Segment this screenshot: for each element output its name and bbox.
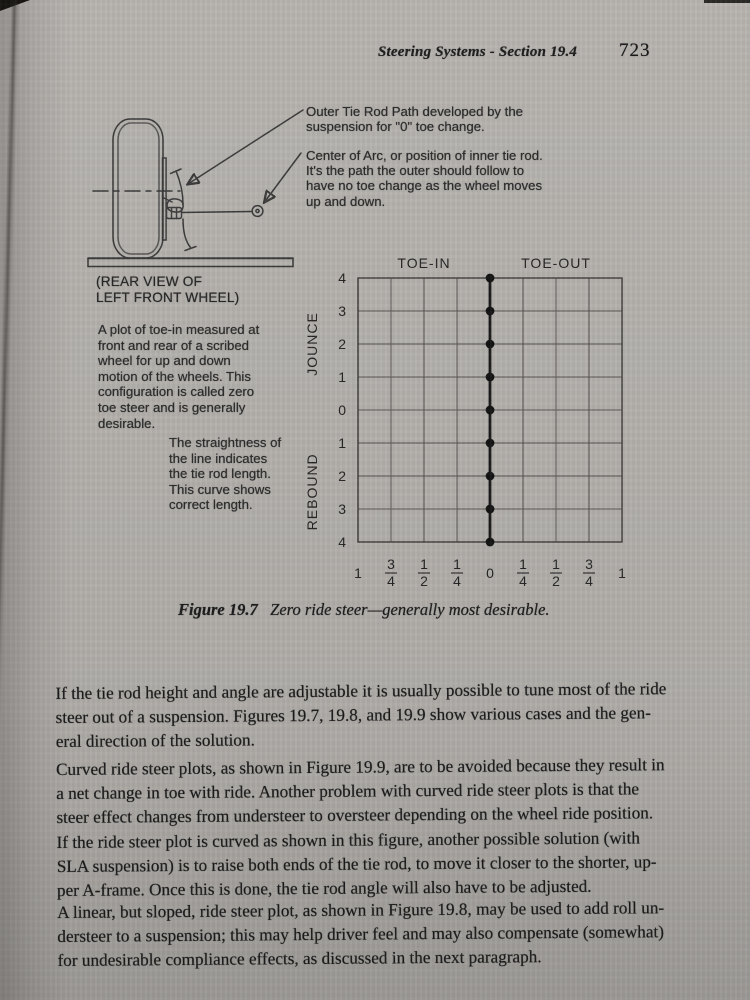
tie-rod	[180, 210, 253, 214]
page-number: 723	[619, 40, 651, 61]
paragraph-3: A linear, but sloped, ride steer plot, a…	[57, 898, 665, 971]
y-tick: 3	[338, 501, 346, 517]
arc-end-tick	[184, 245, 197, 252]
x-tick-num: 3	[387, 556, 395, 572]
callout-outer-tie-rod-path: Outer Tie Rod Path developed by the suspe…	[306, 104, 524, 135]
x-tick-num: 3	[585, 556, 593, 572]
y-tick: 3	[338, 303, 346, 319]
straightness-note: The straightness of the line indicates the…	[169, 435, 282, 513]
toe-out-label: TOE-OUT	[521, 255, 591, 271]
leader-arrow-outer-path	[188, 109, 304, 184]
jounce-axis-label: JOUNCE	[304, 312, 320, 376]
data-point	[485, 471, 495, 481]
y-tick: 0	[338, 402, 346, 418]
ground-hatching	[87, 257, 294, 268]
data-point	[485, 438, 495, 448]
rebound-axis-label: REBOUND	[304, 453, 320, 530]
x-tick: 1	[354, 565, 362, 581]
binding-crease	[0, 0, 20, 1000]
leader-arrow-center-arc	[265, 152, 302, 202]
tire-inner-line	[117, 122, 160, 255]
y-tick: 1	[338, 369, 346, 385]
figure-caption-text: Zero ride steer—generally most desirable…	[270, 600, 550, 619]
data-point	[485, 306, 495, 316]
figure-caption-label: Figure 19.7	[178, 600, 258, 619]
rear-view-label: (REAR VIEW OF LEFT FRONT WHEEL)	[96, 274, 240, 305]
data-point	[485, 372, 495, 382]
data-point	[485, 339, 495, 349]
x-tick-den: 4	[585, 573, 593, 589]
data-point	[485, 273, 495, 283]
x-tick-num: 1	[453, 556, 461, 572]
data-point	[485, 537, 495, 547]
tire-outline	[112, 118, 164, 259]
y-tick: 2	[338, 468, 346, 484]
wheel-diagram	[87, 109, 304, 268]
arc-end-tick	[169, 168, 182, 175]
paragraph-2: Curved ride steer plots, as shown in Fig…	[55, 755, 665, 900]
x-tick: 0	[486, 565, 494, 581]
y-tick: 4	[338, 534, 346, 550]
knuckle-arm	[163, 197, 173, 203]
outer-tie-rod-path-arc	[182, 218, 192, 249]
x-tick-num: 1	[519, 556, 527, 572]
x-tick-den: 4	[387, 573, 395, 589]
figure-caption: Figure 19.7 Zero ride steer—generally mo…	[178, 600, 550, 620]
x-tick-num: 1	[552, 556, 560, 572]
x-tick-den: 2	[420, 573, 428, 589]
y-tick: 1	[338, 435, 346, 451]
plot-description: A plot of toe-in measured at front and re…	[98, 322, 260, 431]
x-tick-den: 2	[552, 573, 560, 589]
y-tick: 4	[338, 270, 346, 286]
scan-edge-shadow	[704, 0, 750, 3]
callout-center-of-arc: Center of Arc, or position of inner tie …	[306, 148, 543, 209]
outer-tie-rod-path-arc	[175, 170, 184, 205]
paragraph-1: If the tie rod height and angle are adju…	[55, 679, 667, 752]
y-tick: 2	[338, 336, 346, 352]
x-tick-num: 1	[420, 556, 428, 572]
x-tick: 1	[618, 565, 626, 581]
inner-tie-rod-pivot	[251, 204, 264, 218]
data-point	[485, 405, 495, 415]
data-point	[485, 504, 495, 514]
x-tick-den: 4	[453, 573, 461, 589]
running-header: Steering Systems - Section 19.4	[378, 44, 578, 60]
x-tick-den: 4	[519, 573, 527, 589]
toe-in-label: TOE-IN	[397, 255, 450, 271]
